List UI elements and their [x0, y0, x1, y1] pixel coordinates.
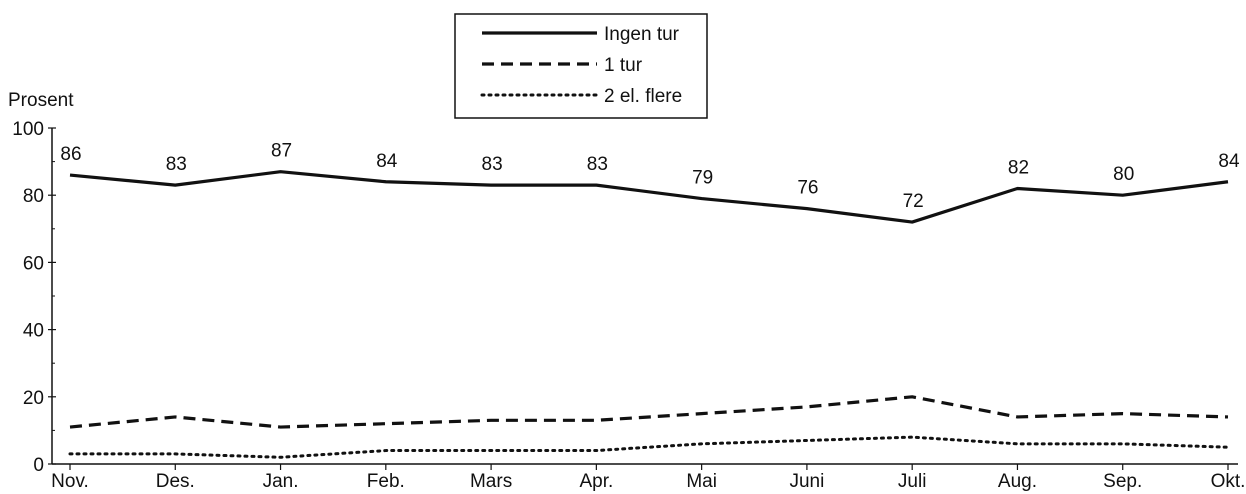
legend-label-1: Ingen tur — [604, 24, 680, 45]
x-tick-label: Des. — [156, 471, 195, 492]
series-layer — [68, 170, 1230, 459]
y-tick-label: 80 — [23, 186, 44, 207]
x-tick-label: Feb. — [367, 471, 405, 492]
data-label: 84 — [376, 151, 398, 172]
data-label: 82 — [1008, 157, 1029, 178]
x-tick-label: Okt. — [1211, 471, 1246, 492]
x-tick-label: Sep. — [1103, 471, 1142, 492]
x-tick-label: Apr. — [579, 471, 613, 492]
x-tick-label: Mars — [470, 471, 512, 492]
y-tick-label: 40 — [23, 321, 44, 342]
y-tick-label: 100 — [12, 119, 44, 140]
legend-box — [454, 13, 708, 119]
axes: 0 20 40 60 80 100 Prosent Nov. Des. Jan. Feb. Mars A… — [8, 90, 1245, 492]
data-label: 83 — [166, 154, 187, 175]
data-label: 87 — [271, 141, 292, 162]
legend-label-2: 1 tur — [604, 55, 643, 76]
series-line-1 — [69, 170, 1229, 224]
x-tick-label: Juni — [789, 471, 824, 492]
x-tick-label: Mai — [686, 471, 717, 492]
data-label: 83 — [482, 154, 503, 175]
data-label: 84 — [1218, 151, 1240, 172]
legend-label-3: 2 el. flere — [604, 86, 682, 107]
data-label: 83 — [587, 154, 608, 175]
data-label: 79 — [692, 168, 713, 189]
x-tick-label: Aug. — [998, 471, 1037, 492]
x-tick-label: Nov. — [51, 471, 89, 492]
legend: Ingen tur 1 tur 2 el. flere — [454, 13, 708, 119]
data-labels: 86 83 87 84 83 83 79 76 72 82 80 84 — [60, 141, 1240, 212]
x-tick-label: Jan. — [263, 471, 299, 492]
data-label: 86 — [60, 144, 81, 165]
y-tick-label: 60 — [23, 253, 44, 274]
series-line-2 — [69, 395, 1229, 429]
data-label: 76 — [797, 178, 818, 199]
series-line-3 — [68, 435, 1230, 459]
data-label: 72 — [903, 191, 924, 212]
y-axis-title: Prosent — [8, 90, 74, 111]
y-tick-label: 20 — [23, 388, 44, 409]
data-label: 80 — [1113, 164, 1134, 185]
x-tick-label: Juli — [898, 471, 927, 492]
y-tick-label: 0 — [33, 455, 44, 476]
